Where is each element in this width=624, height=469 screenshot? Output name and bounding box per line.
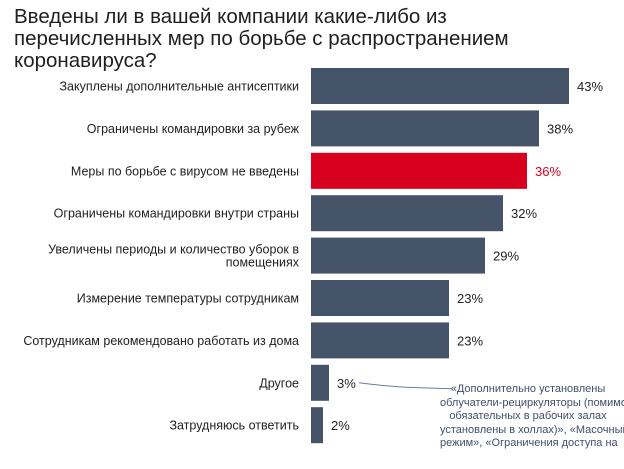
category-label: Ограничены командировки внутри страны xyxy=(54,207,299,221)
bar xyxy=(311,407,323,444)
annotation-line: «Дополнительно установлены xyxy=(450,383,606,395)
data-label: 23% xyxy=(457,333,483,348)
category-label: Другое xyxy=(259,376,299,390)
category-label: помещениях xyxy=(226,256,300,270)
category-label: Закуплены дополнительные антисептики xyxy=(59,80,299,94)
bar xyxy=(311,322,449,359)
bar xyxy=(311,280,449,316)
data-label: 29% xyxy=(493,249,519,264)
annotation-line: установлены в холлах)», «Масочный xyxy=(440,423,624,436)
annotation-line: облучатели-рециркуляторы (помимо xyxy=(440,396,624,409)
data-label: 32% xyxy=(511,206,537,221)
data-label: 23% xyxy=(457,291,483,306)
category-label: Меры по борьбе с вирусом не введены xyxy=(71,164,299,178)
annotation-leader-line xyxy=(358,382,453,390)
data-label: 3% xyxy=(337,376,356,391)
category-label: Затрудняюсь ответить xyxy=(169,419,299,433)
bar xyxy=(311,152,527,189)
bar xyxy=(311,237,485,274)
annotation-note: «Дополнительно установлены облучатели-ре… xyxy=(440,383,624,451)
bar xyxy=(311,364,329,401)
annotation-line: обязательных в рабочих залах xyxy=(449,410,607,422)
data-label: 2% xyxy=(331,418,350,433)
chart-title-line: Введены ли в вашей компании какие-либо и… xyxy=(14,5,447,28)
annotation-line: режим», «Ограничения доступа на xyxy=(440,437,618,449)
bar xyxy=(311,195,503,232)
chart-title-line: перечисленных мер по борьбе с распростра… xyxy=(14,27,509,50)
bar xyxy=(311,68,569,104)
data-label: 38% xyxy=(547,121,573,136)
category-label: Измерение температуры сотрудникам xyxy=(77,292,299,306)
category-label: Сотрудникам рекомендовано работать из до… xyxy=(23,334,299,348)
category-label: Увеличены периоды и количество уборок в xyxy=(48,243,299,257)
bar xyxy=(311,110,539,147)
category-label: Ограничены командировки за рубеж xyxy=(87,122,300,136)
chart-title-line: коронавируса? xyxy=(14,49,157,72)
data-label: 43% xyxy=(577,79,603,94)
data-label: 36% xyxy=(535,164,561,179)
chart-title: Введены ли в вашей компании какие-либо и… xyxy=(14,6,614,72)
